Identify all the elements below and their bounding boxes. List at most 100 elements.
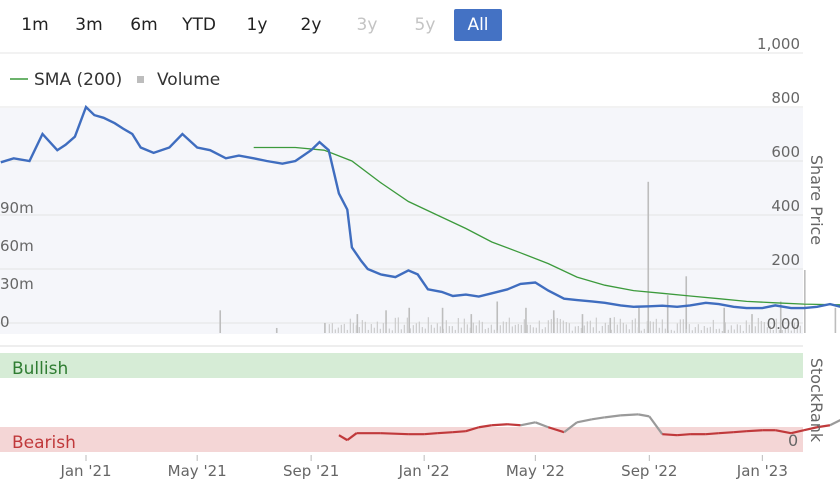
volume-bar [670, 329, 672, 333]
stockrank-segment [380, 432, 409, 436]
volume-bar [484, 329, 486, 333]
volume-bar [664, 328, 666, 333]
volume-bar [523, 319, 525, 333]
volume-bar [643, 328, 645, 333]
legend-volume-label: Volume [157, 70, 220, 90]
stockrank-segment [424, 432, 438, 436]
volume-bar [634, 318, 636, 333]
volume-bar [781, 330, 783, 333]
volume-bar [571, 330, 573, 333]
volume-bar [436, 323, 438, 333]
volume-bar [754, 326, 756, 333]
volume-bar [724, 322, 726, 333]
volume-bar [640, 330, 642, 333]
volume-bar [723, 307, 726, 333]
price-plot-background [0, 108, 803, 334]
price-tick-label: 1,000 [757, 35, 800, 53]
volume-bar [412, 325, 414, 333]
volume-bar [356, 314, 359, 333]
volume-bar [628, 329, 630, 333]
volume-bar [727, 329, 729, 333]
volume-bar [712, 319, 714, 333]
volume-bar [361, 320, 363, 333]
volume-bar [610, 329, 612, 333]
volume-bar [760, 320, 762, 333]
range-button-5y: 5y [414, 15, 436, 35]
volume-bar [424, 328, 426, 333]
price-tick-label: 800 [771, 89, 800, 107]
price-axis-label: Share Price [807, 155, 826, 245]
volume-bar [397, 317, 399, 333]
range-button-all[interactable]: All [454, 9, 502, 41]
price-tick-label: 0.00 [767, 315, 800, 333]
volume-bar [784, 328, 786, 333]
volume-bar [796, 324, 798, 333]
volume-bar [721, 330, 723, 333]
stockrank-segment [507, 423, 521, 427]
volume-tick-label: 90m [0, 199, 34, 217]
volume-bar [505, 321, 507, 333]
volume-bar [275, 327, 278, 333]
stockrank-segment [491, 423, 508, 427]
volume-bar [598, 330, 600, 333]
range-button-3m[interactable]: 3m [75, 15, 103, 35]
volume-bar [574, 326, 576, 333]
volume-bar [328, 324, 330, 333]
volume-bar [520, 324, 522, 333]
volume-bar [631, 319, 633, 333]
volume-bar [718, 328, 720, 333]
volume-bar [376, 321, 378, 333]
volume-bar [700, 330, 702, 333]
volume-bar [514, 324, 516, 333]
volume-bar [469, 327, 471, 333]
bearish-label: Bearish [12, 433, 76, 453]
stockrank-segment [452, 430, 466, 434]
volume-bar [688, 324, 690, 333]
volume-bar [511, 326, 513, 333]
volume-bar [391, 330, 393, 333]
volume-bar [481, 321, 483, 333]
stockrank-segment [465, 426, 480, 433]
stockrank-segment [746, 429, 763, 433]
range-button-6m[interactable]: 6m [130, 15, 158, 35]
volume-bar [637, 327, 639, 333]
volume-bar [526, 324, 528, 333]
x-tick-label: Jan '23 [736, 462, 788, 480]
range-button-2y[interactable]: 2y [300, 15, 322, 35]
volume-bar [475, 325, 477, 333]
volume-bar [601, 325, 603, 333]
range-button-1m[interactable]: 1m [21, 15, 49, 35]
volume-bar [502, 321, 504, 333]
volume-bar [706, 327, 708, 333]
volume-bar [703, 326, 705, 333]
volume-bar [408, 307, 411, 333]
volume-bar [775, 318, 777, 333]
volume-bar [532, 327, 534, 333]
volume-bar [666, 295, 669, 333]
volume-bar [343, 323, 345, 333]
bullish-label: Bullish [12, 359, 68, 379]
volume-bar [430, 324, 432, 333]
range-button-3y: 3y [356, 15, 378, 35]
volume-bar [553, 317, 555, 333]
volume-tick-label: 30m [0, 275, 34, 293]
volume-bar [658, 327, 660, 333]
volume-bar [778, 329, 780, 333]
volume-bar [622, 322, 624, 333]
range-button-1y[interactable]: 1y [246, 15, 268, 35]
stockrank-segment [790, 429, 805, 435]
volume-bar [535, 327, 537, 333]
stockrank-segment [803, 426, 818, 432]
volume-bar [349, 318, 351, 333]
stockrank-segment [662, 433, 678, 437]
x-tick-label: Jan '21 [59, 462, 111, 480]
volume-bar [694, 327, 696, 333]
volume-bar [433, 327, 435, 333]
volume-bar [496, 301, 499, 333]
range-button-ytd[interactable]: YTD [182, 15, 216, 35]
volume-bar [568, 323, 570, 333]
volume-bar [733, 329, 735, 333]
volume-tick-label: 60m [0, 237, 34, 255]
volume-bar [586, 321, 588, 333]
volume-bar [556, 318, 558, 333]
